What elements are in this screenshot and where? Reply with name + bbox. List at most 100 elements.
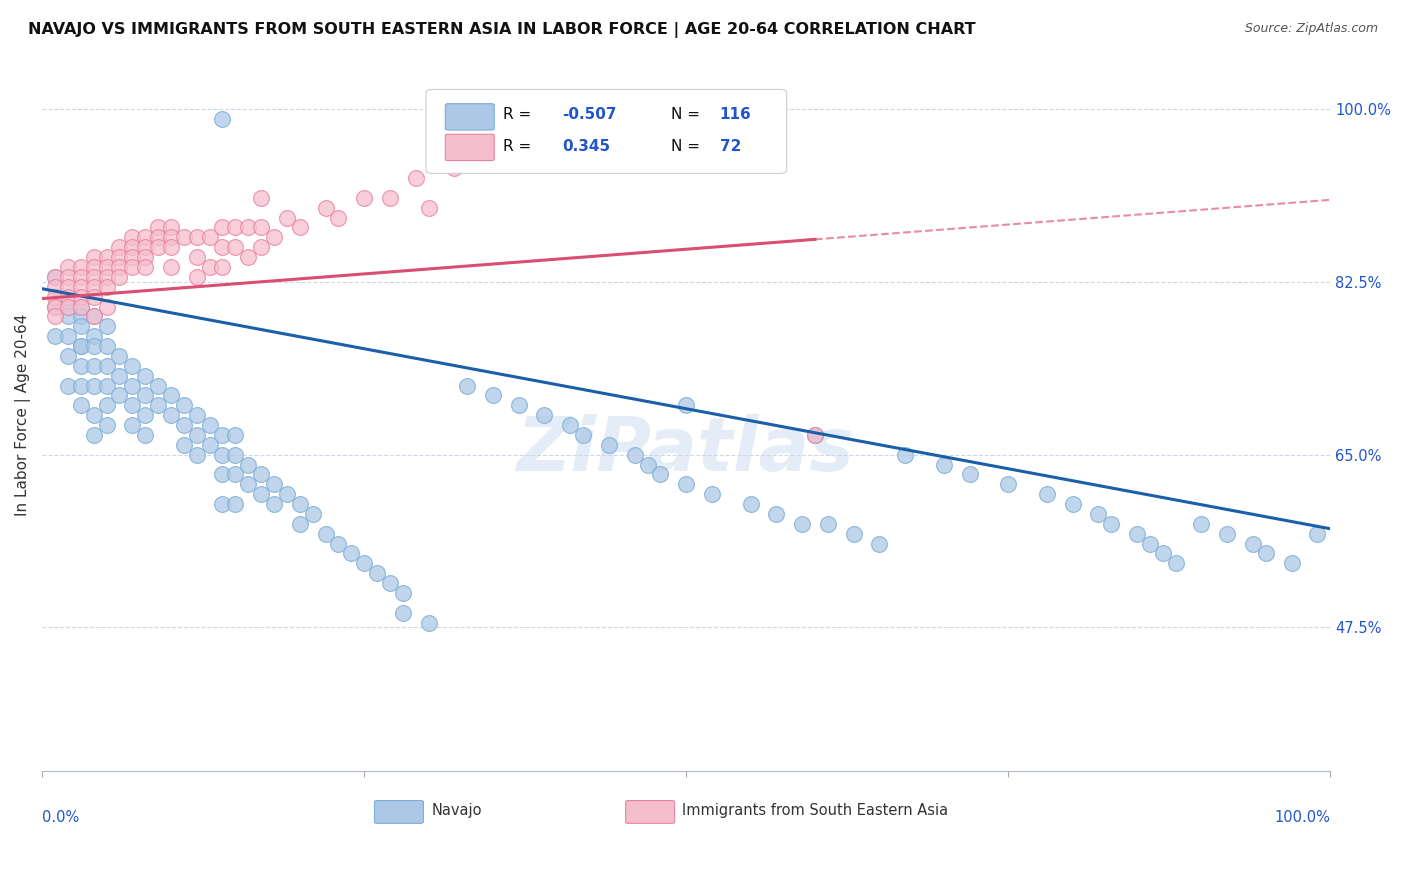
FancyBboxPatch shape xyxy=(626,801,675,823)
Point xyxy=(894,448,917,462)
Point xyxy=(405,171,427,186)
Point xyxy=(69,300,91,314)
Point xyxy=(121,230,143,244)
Point xyxy=(1164,557,1187,571)
Point xyxy=(56,269,79,284)
Point xyxy=(198,230,221,244)
Point xyxy=(83,290,105,304)
Text: ZiPatlas: ZiPatlas xyxy=(517,414,855,487)
Point xyxy=(198,417,221,432)
Point xyxy=(288,516,311,531)
Point xyxy=(675,398,697,412)
Point xyxy=(224,240,246,254)
Point xyxy=(160,408,183,422)
Text: Immigrants from South Eastern Asia: Immigrants from South Eastern Asia xyxy=(682,803,949,818)
Point xyxy=(56,349,79,363)
Point xyxy=(44,300,66,314)
Text: N =: N = xyxy=(671,139,704,153)
Point xyxy=(301,507,323,521)
Point xyxy=(134,408,156,422)
Point xyxy=(96,319,118,334)
Point xyxy=(276,211,298,225)
Point xyxy=(56,310,79,324)
Point xyxy=(146,398,169,412)
Point xyxy=(1254,546,1277,560)
Point xyxy=(1099,516,1122,531)
Point xyxy=(44,329,66,343)
Point xyxy=(69,279,91,293)
Point xyxy=(804,428,827,442)
Point xyxy=(572,428,595,442)
Point xyxy=(418,615,440,630)
Point xyxy=(211,240,233,254)
Point xyxy=(211,112,233,126)
Text: 116: 116 xyxy=(720,107,751,122)
Point xyxy=(83,378,105,392)
Point xyxy=(56,260,79,274)
Point xyxy=(211,260,233,274)
Point xyxy=(56,378,79,392)
Point xyxy=(83,250,105,264)
Point xyxy=(1216,526,1239,541)
Point xyxy=(96,398,118,412)
Point xyxy=(418,201,440,215)
Point xyxy=(186,250,208,264)
Point xyxy=(288,220,311,235)
Point xyxy=(224,220,246,235)
Point xyxy=(1281,557,1303,571)
Point xyxy=(263,477,285,491)
Point xyxy=(173,230,195,244)
Y-axis label: In Labor Force | Age 20-64: In Labor Force | Age 20-64 xyxy=(15,314,31,516)
Point xyxy=(700,487,723,501)
Point xyxy=(1152,546,1174,560)
Point xyxy=(69,260,91,274)
Point xyxy=(315,201,337,215)
Text: N =: N = xyxy=(671,107,704,122)
Point xyxy=(804,428,827,442)
Point xyxy=(186,448,208,462)
Text: R =: R = xyxy=(503,107,537,122)
Point xyxy=(160,240,183,254)
Point xyxy=(44,269,66,284)
Point xyxy=(134,230,156,244)
Point xyxy=(69,398,91,412)
Point xyxy=(817,516,839,531)
Point xyxy=(96,279,118,293)
Point xyxy=(276,487,298,501)
Point xyxy=(1139,536,1161,550)
Point xyxy=(315,526,337,541)
Text: NAVAJO VS IMMIGRANTS FROM SOUTH EASTERN ASIA IN LABOR FORCE | AGE 20-64 CORRELAT: NAVAJO VS IMMIGRANTS FROM SOUTH EASTERN … xyxy=(28,22,976,38)
Point xyxy=(134,428,156,442)
Point xyxy=(44,310,66,324)
Point xyxy=(1126,526,1149,541)
Point xyxy=(211,497,233,511)
Point xyxy=(69,300,91,314)
Text: 72: 72 xyxy=(720,139,741,153)
Point xyxy=(134,240,156,254)
Point xyxy=(650,467,672,482)
Point xyxy=(378,191,401,205)
Point xyxy=(340,546,363,560)
Point xyxy=(224,467,246,482)
Point xyxy=(765,507,787,521)
Point xyxy=(146,378,169,392)
Point xyxy=(160,230,183,244)
Point xyxy=(108,250,131,264)
Point xyxy=(108,388,131,402)
Point xyxy=(160,388,183,402)
Point xyxy=(134,250,156,264)
Point xyxy=(121,417,143,432)
Point xyxy=(198,438,221,452)
Point xyxy=(533,408,555,422)
FancyBboxPatch shape xyxy=(446,103,495,130)
Point xyxy=(366,566,388,581)
Point xyxy=(121,378,143,392)
Point xyxy=(508,398,530,412)
Point xyxy=(96,378,118,392)
Point xyxy=(69,269,91,284)
Point xyxy=(121,359,143,373)
Point xyxy=(211,467,233,482)
Point xyxy=(186,428,208,442)
Point xyxy=(83,279,105,293)
Point xyxy=(69,339,91,353)
